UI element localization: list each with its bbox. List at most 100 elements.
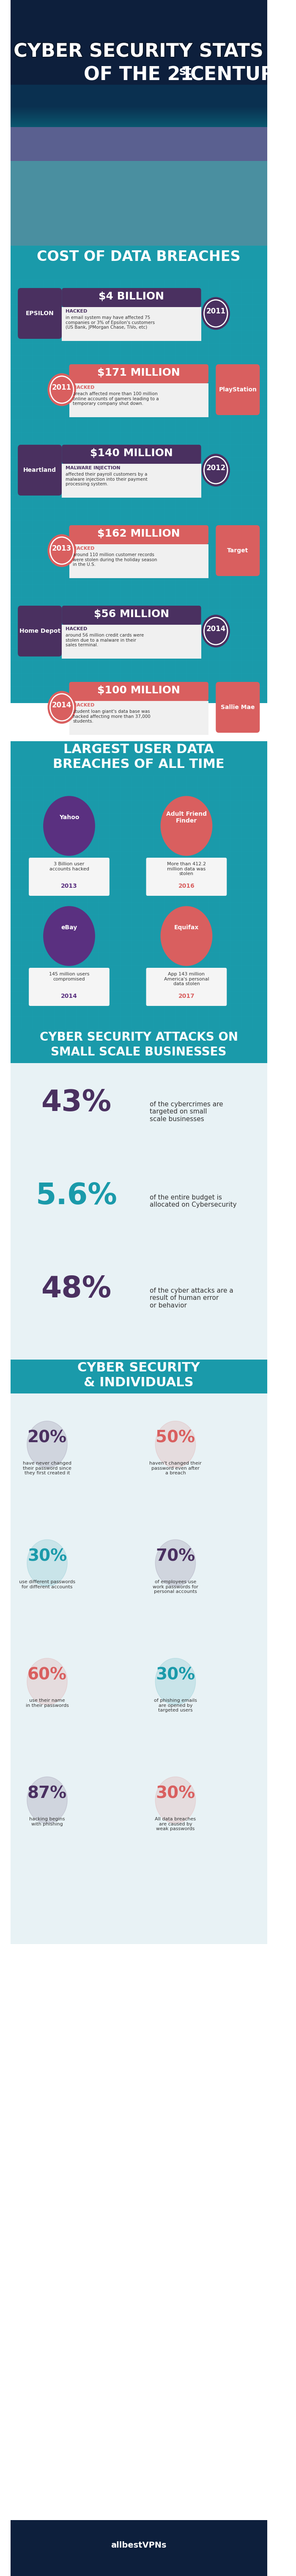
Text: SMALL SCALE BUSINESSES: SMALL SCALE BUSINESSES [51,1046,227,1059]
Bar [10,0,267,126]
Text: 2016: 2016 [178,884,195,889]
Text: $171 MILLION: $171 MILLION [97,368,180,379]
Bar [10,245,267,281]
Text: 2013: 2013 [52,544,72,551]
Text: HACKED: HACKED [73,546,94,551]
Text: BREACHES OF ALL TIME: BREACHES OF ALL TIME [53,757,225,770]
Text: CYBER SECURITY: CYBER SECURITY [78,1363,200,1373]
Text: 87%: 87% [28,1785,67,1801]
Text: allbestVPNs: allbestVPNs [111,2543,167,2550]
Text: App 143 million
America's personal
data stolen: App 143 million America's personal data … [164,971,209,987]
Text: HACKED: HACKED [65,626,87,631]
Text: CENTURY: CENTURY [190,64,288,85]
Bar [62,464,201,497]
Bar [10,2519,267,2576]
Text: 5.6%: 5.6% [36,1182,117,1211]
FancyBboxPatch shape [62,446,201,464]
Text: Yahoo: Yahoo [59,814,79,819]
Text: HACKED: HACKED [73,703,94,708]
Circle shape [27,1540,67,1587]
Text: Heartland: Heartland [23,466,56,474]
Text: OF THE 21: OF THE 21 [84,64,194,85]
Text: of the cybercrimes are
targeted on small
scale businesses: of the cybercrimes are targeted on small… [150,1100,223,1123]
Bar [69,544,208,577]
Text: 145 million users
compromised: 145 million users compromised [49,971,89,981]
Text: of the entire budget is
allocated on Cybersecurity: of the entire budget is allocated on Cyb… [150,1195,237,1208]
Text: of the cyber attacks are a
result of human error
or behavior: of the cyber attacks are a result of hum… [150,1288,234,1309]
Text: student loan giant's data base was
hacked affecting more than 37,000
students.: student loan giant's data base was hacke… [73,708,150,724]
Circle shape [155,1540,196,1587]
FancyBboxPatch shape [29,969,110,1005]
Text: 30%: 30% [156,1785,195,1801]
Text: LARGEST USER DATA: LARGEST USER DATA [64,744,214,755]
FancyBboxPatch shape [146,969,227,1005]
Text: 3 Billion user
accounts hacked: 3 Billion user accounts hacked [49,863,89,871]
Circle shape [27,1422,67,1468]
FancyBboxPatch shape [216,526,260,577]
Text: HACKED: HACKED [65,309,87,314]
FancyBboxPatch shape [62,289,201,307]
Circle shape [27,1777,67,1824]
Bar [10,85,267,126]
Text: of phishing emails
are opened by
targeted users: of phishing emails are opened by targete… [154,1698,197,1713]
Text: in email system may have affected 75
companies or 3% of Epsilon's customers
(US : in email system may have affected 75 com… [65,314,155,330]
Bar [10,1064,267,1360]
Text: More than 412.2
million data was
stolen: More than 412.2 million data was stolen [167,863,206,876]
Text: Sallie Mae: Sallie Mae [221,703,255,711]
Text: Equifax: Equifax [174,925,199,930]
Circle shape [202,296,230,330]
Text: PlayStation: PlayStation [219,386,257,392]
Text: MALWARE INJECTION: MALWARE INJECTION [65,466,120,471]
Circle shape [48,533,76,567]
Text: $100 MILLION: $100 MILLION [97,685,180,696]
Circle shape [27,1659,67,1705]
Text: & INDIVIDUALS: & INDIVIDUALS [84,1376,194,1388]
Text: HACKED: HACKED [73,386,94,389]
Text: 2012: 2012 [206,464,226,471]
FancyBboxPatch shape [29,858,110,896]
Text: 2014: 2014 [206,626,226,634]
Text: around 56 million credit cards were
stolen due to a malware in their
sales termi: around 56 million credit cards were stol… [65,634,144,647]
Circle shape [202,453,230,487]
Text: $140 MILLION: $140 MILLION [90,448,173,459]
Text: 2013: 2013 [61,884,77,889]
Text: 2011: 2011 [52,384,72,392]
Bar [10,126,267,276]
Text: Target: Target [227,549,248,554]
FancyBboxPatch shape [216,683,260,732]
Text: 70%: 70% [156,1548,195,1564]
Text: 30%: 30% [28,1548,67,1564]
Circle shape [161,796,212,855]
Text: hacking begins
with phishing: hacking begins with phishing [29,1816,65,1826]
FancyBboxPatch shape [18,446,62,495]
Circle shape [48,374,76,407]
Text: 50%: 50% [156,1430,195,1445]
Circle shape [44,907,95,966]
FancyBboxPatch shape [62,605,201,626]
Text: Home Depot: Home Depot [19,629,60,634]
Text: $162 MILLION: $162 MILLION [97,528,180,538]
Bar [10,1394,267,1945]
Text: of employees use
work passwords for
personal accounts: of employees use work passwords for pers… [153,1579,198,1595]
Circle shape [155,1422,196,1468]
Bar [10,1030,267,1064]
Text: st: st [179,64,192,77]
Text: 43%: 43% [41,1090,112,1118]
FancyBboxPatch shape [69,526,208,544]
Bar [10,281,267,703]
Text: COST OF DATA BREACHES: COST OF DATA BREACHES [37,250,241,263]
Bar [62,307,201,340]
Text: 60%: 60% [28,1667,67,1682]
FancyBboxPatch shape [146,858,227,896]
FancyBboxPatch shape [18,605,62,657]
Circle shape [44,796,95,855]
Text: use different passwords
for different accounts: use different passwords for different ac… [19,1579,75,1589]
Text: 30%: 30% [156,1667,195,1682]
Circle shape [48,690,76,724]
Text: 48%: 48% [41,1275,112,1303]
Circle shape [202,616,230,647]
FancyBboxPatch shape [69,363,208,384]
Circle shape [155,1659,196,1705]
FancyBboxPatch shape [216,363,260,415]
Bar [10,1360,267,1394]
